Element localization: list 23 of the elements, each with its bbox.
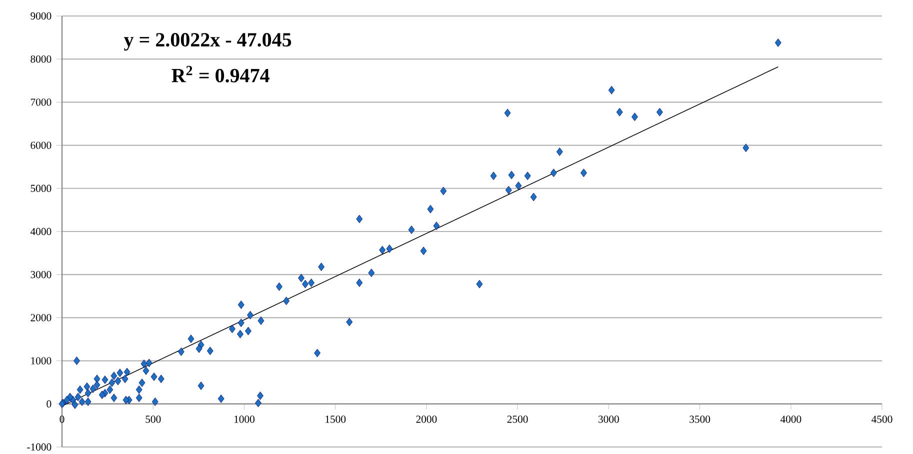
annotation: y = 2.0022x - 47.045: [124, 33, 292, 51]
x-tick-label: 1000: [234, 416, 254, 423]
y-tick-label: 6000: [30, 142, 52, 149]
y-tick-label: 2000: [30, 314, 52, 322]
y-tick-label: 0: [46, 400, 52, 408]
y-tick-label: 4000: [30, 228, 52, 236]
x-tick-label: 4000: [780, 416, 802, 423]
y-tick-label: 3000: [30, 271, 52, 278]
x-tick-label: 2000: [416, 416, 437, 423]
x-tick-label: 500: [146, 416, 161, 423]
y-tick-label: 8000: [30, 55, 52, 63]
x-tick-label: 4500: [872, 416, 892, 423]
y-tick-label: -1000: [27, 443, 52, 451]
y-tick-label: 9000: [30, 12, 52, 20]
annotation: R$^{2}$ = 0.9474: [172, 66, 270, 82]
x-tick-label: 3000: [598, 416, 619, 423]
y-tick-label: 1000: [31, 357, 52, 364]
y-tick-label: 7000: [30, 98, 52, 106]
x-tick-label: 0: [60, 416, 64, 423]
y-tick-label: 5000: [30, 184, 52, 192]
x-tick-label: 1500: [326, 416, 346, 423]
x-tick-label: 3500: [690, 416, 710, 423]
x-tick-label: 2500: [507, 416, 528, 423]
